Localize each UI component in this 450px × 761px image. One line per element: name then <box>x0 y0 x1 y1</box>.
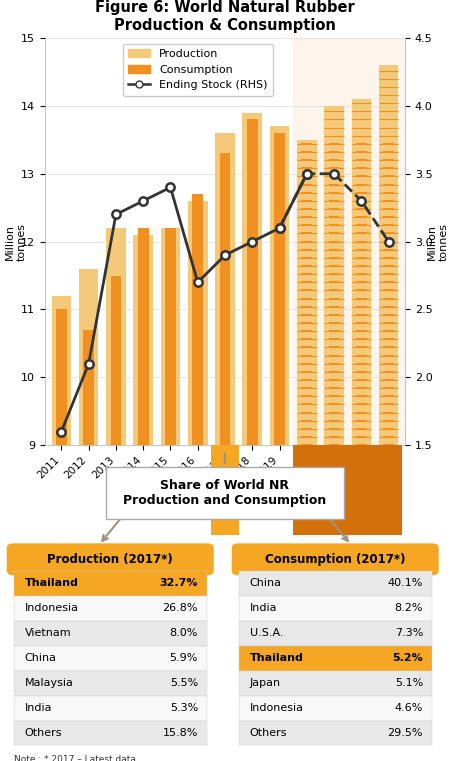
Bar <box>188 201 207 445</box>
FancyBboxPatch shape <box>232 543 439 575</box>
Text: Thailand: Thailand <box>25 578 79 588</box>
Text: 8.0%: 8.0% <box>170 628 198 638</box>
FancyBboxPatch shape <box>106 467 344 519</box>
Bar <box>383 140 394 445</box>
Text: 5.3%: 5.3% <box>170 703 198 713</box>
Bar <box>14 696 207 721</box>
Text: 8.2%: 8.2% <box>395 603 423 613</box>
Bar <box>293 38 405 445</box>
Bar <box>348 445 375 535</box>
Text: 29.5%: 29.5% <box>387 728 423 738</box>
Y-axis label: Million
tonnes: Million tonnes <box>5 223 27 260</box>
Text: 5.1%: 5.1% <box>395 678 423 688</box>
Text: 15.8%: 15.8% <box>162 728 198 738</box>
Text: China: China <box>25 653 57 663</box>
Bar <box>14 621 207 645</box>
Bar <box>14 596 207 621</box>
FancyBboxPatch shape <box>7 543 214 575</box>
Bar <box>351 99 371 445</box>
Text: Indonesia: Indonesia <box>250 703 304 713</box>
Text: Thailand: Thailand <box>250 653 304 663</box>
Text: 32.7%: 32.7% <box>159 578 198 588</box>
Bar <box>243 113 262 445</box>
Text: 40.1%: 40.1% <box>387 578 423 588</box>
Bar <box>56 310 67 445</box>
Title: Figure 6: World Natural Rubber
Production & Consumption: Figure 6: World Natural Rubber Productio… <box>95 0 355 33</box>
Text: Consumption (2017*): Consumption (2017*) <box>265 552 405 566</box>
Bar <box>297 140 317 445</box>
Bar <box>238 721 432 746</box>
Text: Japan: Japan <box>250 678 281 688</box>
Bar <box>238 670 432 696</box>
Text: 5.9%: 5.9% <box>170 653 198 663</box>
Bar <box>14 670 207 696</box>
Y-axis label: Million
tonnes: Million tonnes <box>427 223 449 260</box>
Bar <box>215 133 235 445</box>
Text: India: India <box>250 603 277 613</box>
Text: 5.2%: 5.2% <box>392 653 423 663</box>
Bar <box>320 445 348 535</box>
Bar <box>133 235 153 445</box>
Bar <box>302 140 312 445</box>
Bar <box>293 445 320 535</box>
Bar <box>274 133 285 445</box>
Bar <box>238 571 432 596</box>
Text: India: India <box>25 703 52 713</box>
Text: Others: Others <box>250 728 287 738</box>
Bar <box>220 154 230 445</box>
Text: Indonesia: Indonesia <box>25 603 79 613</box>
Bar <box>52 296 71 445</box>
Bar <box>247 119 258 445</box>
Text: Share of World NR
Production and Consumption: Share of World NR Production and Consump… <box>123 479 327 507</box>
Bar <box>165 228 176 445</box>
Bar <box>138 228 148 445</box>
Bar <box>238 696 432 721</box>
Bar <box>14 645 207 670</box>
Bar <box>324 106 344 445</box>
Bar <box>212 445 239 535</box>
Text: 4.6%: 4.6% <box>395 703 423 713</box>
Text: Others: Others <box>25 728 62 738</box>
Bar <box>79 269 99 445</box>
Text: Note : * 2017 – Latest data
Source : Malaysian Rubber Board, International Rubbe: Note : * 2017 – Latest data Source : Mal… <box>14 755 356 761</box>
Text: U.S.A.: U.S.A. <box>250 628 283 638</box>
Bar <box>83 330 94 445</box>
Bar <box>161 228 180 445</box>
Text: Malaysia: Malaysia <box>25 678 74 688</box>
Bar <box>192 194 203 445</box>
Bar <box>14 571 207 596</box>
Bar <box>238 596 432 621</box>
Bar <box>356 140 367 445</box>
Legend: Production, Consumption, Ending Stock (RHS): Production, Consumption, Ending Stock (R… <box>122 43 273 96</box>
Bar <box>14 721 207 746</box>
Text: Vietnam: Vietnam <box>25 628 72 638</box>
Text: Production (2017*): Production (2017*) <box>47 552 173 566</box>
Text: 7.3%: 7.3% <box>395 628 423 638</box>
Bar <box>106 228 126 445</box>
Text: 26.8%: 26.8% <box>162 603 198 613</box>
Text: China: China <box>250 578 282 588</box>
Bar <box>238 621 432 645</box>
Bar <box>379 65 398 445</box>
Bar <box>270 126 289 445</box>
Text: 5.5%: 5.5% <box>170 678 198 688</box>
Bar <box>328 140 339 445</box>
Bar <box>111 275 122 445</box>
Bar <box>375 445 402 535</box>
Bar <box>238 645 432 670</box>
